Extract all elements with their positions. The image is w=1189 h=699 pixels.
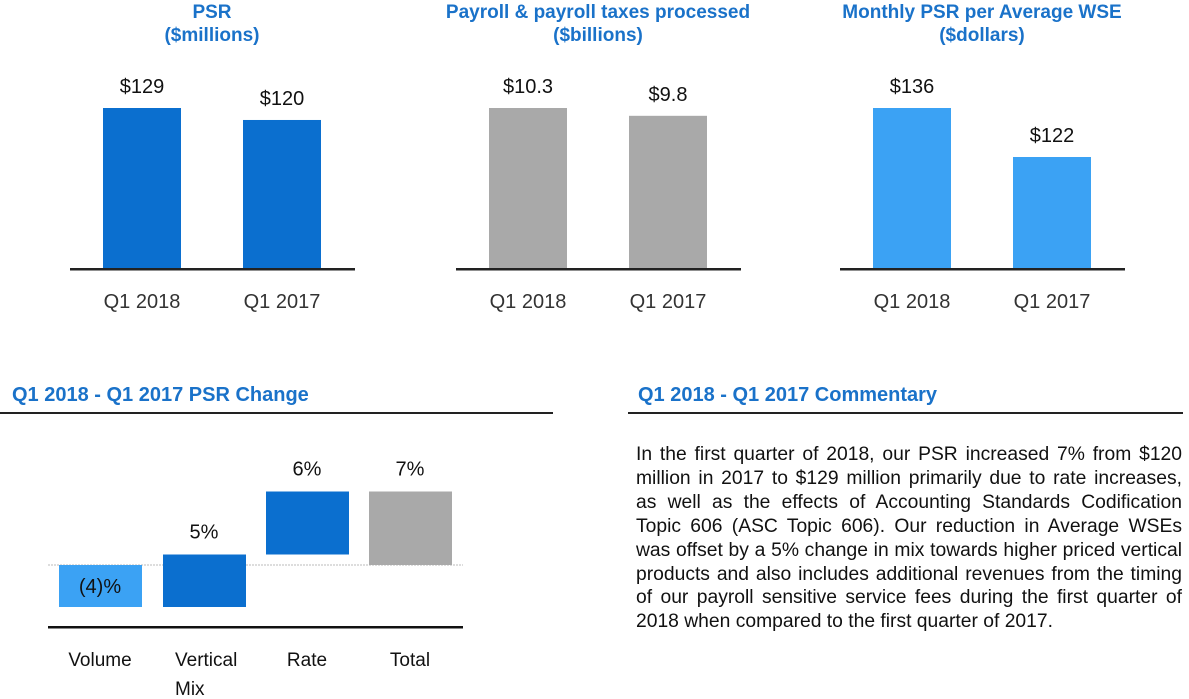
data-label: 7% <box>396 459 425 481</box>
category-label: Vertical <box>175 650 237 671</box>
category-label: Total <box>390 650 430 671</box>
chart-title: Monthly PSR per Average WSE ($dollars) <box>792 1 1172 47</box>
x-axis <box>70 268 355 271</box>
chart-title-line: ($millions) <box>164 25 260 46</box>
commentary-title: Q1 2018 - Q1 2017 Commentary <box>638 384 938 406</box>
waterfall-bar <box>369 491 452 565</box>
psr-change-waterfall-chart: (4)% Volume 5% Vertical Mix 6% Rate 7% Total <box>48 459 463 699</box>
category-label: Q1 2018 <box>104 291 181 313</box>
chart-title-line: ($dollars) <box>939 25 1025 46</box>
chart-title-line: PSR <box>192 2 232 23</box>
x-axis <box>456 268 741 271</box>
data-label: 6% <box>293 459 322 481</box>
data-label: $9.8 <box>649 84 688 106</box>
bar <box>873 108 951 269</box>
chart-title: PSR ($millions) <box>22 1 402 47</box>
bar-chart: $136 Q1 2018 $122 Q1 2017 <box>840 76 1125 313</box>
x-axis <box>48 626 463 629</box>
bar <box>1013 157 1091 269</box>
data-label: $136 <box>890 76 935 98</box>
category-label: Volume <box>68 650 131 671</box>
bar <box>489 108 567 269</box>
chart-title-line: ($billions) <box>553 25 643 46</box>
data-label: 5% <box>190 522 219 544</box>
bar-chart: $129 Q1 2018 $120 Q1 2017 <box>70 76 355 313</box>
bar-chart: $10.3 Q1 2018 $9.8 Q1 2017 <box>456 76 741 313</box>
data-label: $122 <box>1030 125 1075 147</box>
bar <box>629 115 707 269</box>
category-label: Q1 2017 <box>244 291 321 313</box>
data-label: $120 <box>260 88 305 110</box>
category-label: Mix <box>175 679 205 699</box>
category-label: Q1 2017 <box>1014 291 1091 313</box>
category-label: Q1 2017 <box>630 291 707 313</box>
chart-title: Payroll & payroll taxes processed ($billi… <box>408 1 788 47</box>
data-label: $10.3 <box>503 76 553 98</box>
chart-title-line: Payroll & payroll taxes processed <box>445 2 751 23</box>
commentary-text: In the first quarter of 2018, our PSR in… <box>636 444 1182 633</box>
data-label: (4)% <box>79 576 121 598</box>
x-axis <box>840 268 1125 271</box>
data-label: $129 <box>120 76 165 98</box>
chart-title-line: Monthly PSR per Average WSE <box>842 2 1122 23</box>
bar <box>103 108 181 269</box>
category-label: Q1 2018 <box>490 291 567 313</box>
psr-change-title: Q1 2018 - Q1 2017 PSR Change <box>12 384 309 406</box>
waterfall-bar <box>59 565 142 607</box>
commentary-rule <box>628 412 1183 414</box>
category-label: Q1 2018 <box>874 291 951 313</box>
psr-change-rule <box>0 412 553 414</box>
category-label: Rate <box>287 650 327 671</box>
bar <box>243 119 321 269</box>
waterfall-bar <box>163 554 246 607</box>
waterfall-bar <box>266 491 349 555</box>
